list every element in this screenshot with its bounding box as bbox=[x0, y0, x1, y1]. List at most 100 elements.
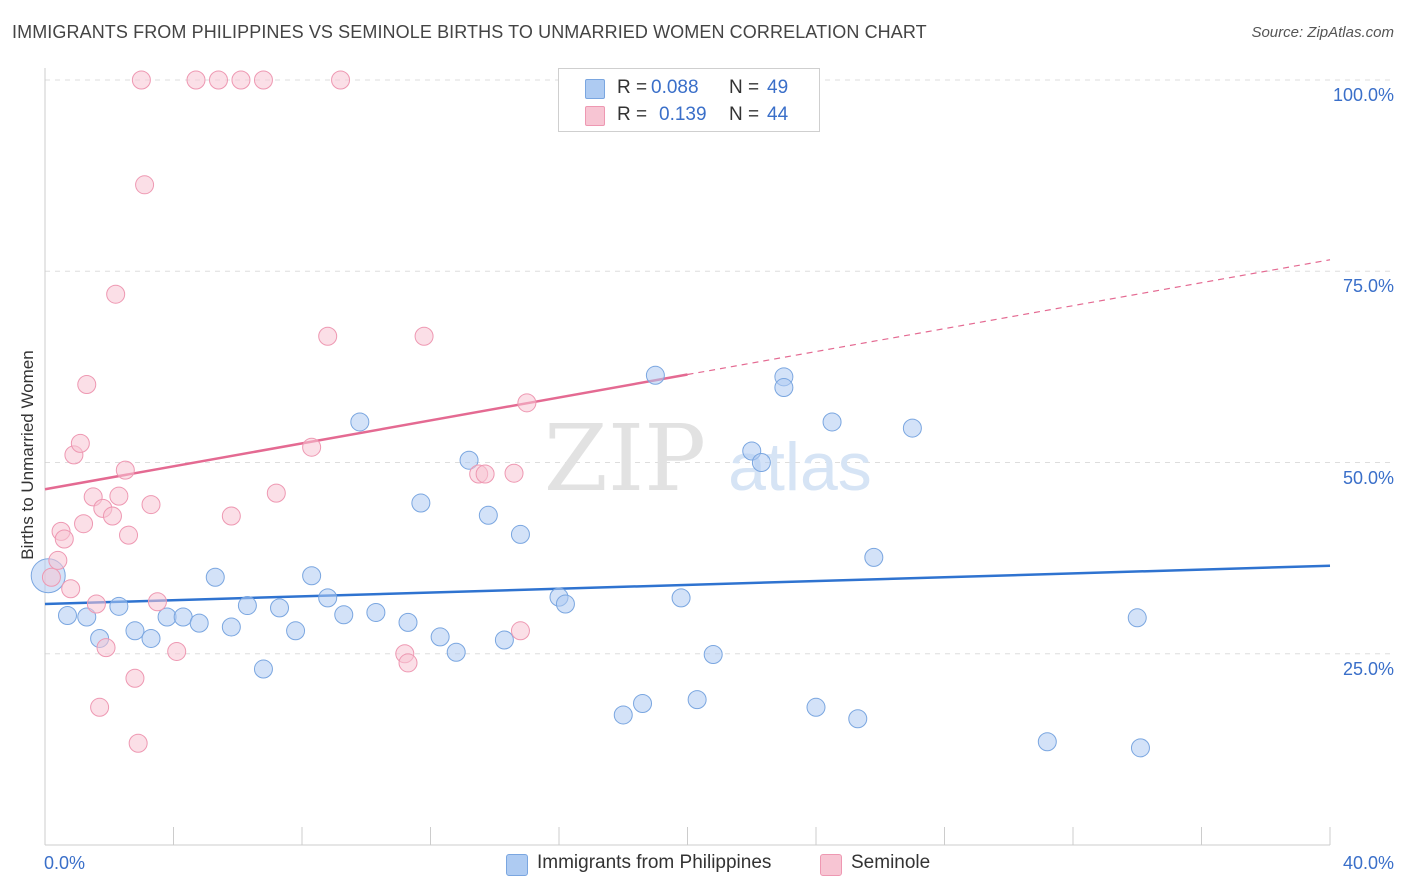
scatter-point bbox=[41, 567, 61, 587]
scatter-points bbox=[30, 70, 1150, 758]
scatter-point bbox=[613, 705, 633, 725]
scatter-point bbox=[398, 653, 418, 673]
scatter-point bbox=[253, 659, 273, 679]
watermark: ZIP atlas bbox=[544, 405, 872, 512]
scatter-point bbox=[141, 495, 161, 515]
y-tick-label: 75.0% bbox=[1342, 276, 1394, 297]
scatter-point bbox=[61, 579, 81, 599]
y-tick-label: 50.0% bbox=[1342, 467, 1394, 488]
scatter-point bbox=[231, 70, 251, 90]
legend-n-label: N = bbox=[729, 104, 760, 125]
scatter-point bbox=[555, 594, 575, 614]
legend-row-seminole: R = 0.139 N = 44 bbox=[559, 102, 819, 128]
x-tick-label-min: 0.0% bbox=[44, 853, 86, 873]
scatter-point bbox=[494, 630, 514, 650]
bottom-legend-label-philippines: Immigrants from Philippines bbox=[537, 852, 772, 873]
scatter-point bbox=[205, 567, 225, 587]
scatter-point bbox=[806, 697, 826, 717]
scatter-point bbox=[504, 463, 524, 483]
scatter-point bbox=[334, 605, 354, 625]
scatter-point bbox=[189, 613, 209, 633]
scatter-point bbox=[253, 70, 273, 90]
scatter-point bbox=[510, 621, 530, 641]
watermark-zip: ZIP bbox=[544, 405, 706, 512]
scatter-point bbox=[141, 628, 161, 648]
scatter-point bbox=[157, 607, 177, 627]
scatter-point bbox=[77, 607, 97, 627]
scatter-point bbox=[645, 365, 665, 385]
scatter-point bbox=[109, 486, 129, 506]
legend-n-value: 44 bbox=[767, 104, 789, 125]
scatter-point bbox=[446, 642, 466, 662]
scatter-point bbox=[751, 453, 771, 472]
scatter-point bbox=[411, 493, 431, 513]
legend-swatch-philippines bbox=[585, 79, 605, 99]
scatter-point bbox=[1037, 732, 1057, 752]
scatter-point bbox=[106, 284, 126, 304]
scatter-point bbox=[131, 70, 151, 90]
scatter-point bbox=[414, 326, 434, 346]
scatter-point bbox=[221, 617, 241, 637]
scatter-point bbox=[125, 668, 145, 688]
trend-line bbox=[44, 373, 688, 491]
scatter-point bbox=[119, 525, 139, 545]
scatter-point bbox=[350, 412, 370, 432]
scatter-point bbox=[822, 412, 842, 432]
scatter-point bbox=[864, 547, 884, 567]
scatter-point bbox=[173, 607, 193, 627]
scatter-point bbox=[270, 598, 290, 618]
legend-n-label: N = bbox=[729, 77, 760, 98]
scatter-point bbox=[902, 418, 922, 438]
scatter-point bbox=[266, 483, 286, 503]
scatter-point bbox=[517, 393, 537, 413]
grid-lines bbox=[45, 79, 1395, 655]
legend-r-value: 0.088 bbox=[651, 77, 699, 98]
scatter-point bbox=[774, 378, 794, 398]
bottom-legend-label-seminole: Seminole bbox=[851, 852, 931, 873]
legend-swatch-seminole bbox=[585, 106, 605, 126]
scatter-point bbox=[475, 464, 495, 484]
scatter-point bbox=[57, 606, 77, 625]
scatter-point bbox=[90, 697, 110, 717]
scatter-point bbox=[70, 433, 90, 453]
chart-title: IMMIGRANTS FROM PHILIPPINES VS SEMINOLE … bbox=[12, 22, 927, 42]
scatter-point bbox=[318, 588, 338, 608]
scatter-point bbox=[510, 524, 530, 544]
scatter-point bbox=[135, 175, 155, 195]
scatter-point bbox=[77, 374, 97, 394]
y-axis-label: Births to Unmarried Women bbox=[18, 350, 37, 560]
scatter-point bbox=[398, 612, 418, 632]
scatter-point bbox=[331, 70, 351, 90]
scatter-point bbox=[109, 596, 129, 616]
scatter-point bbox=[54, 529, 74, 549]
scatter-point bbox=[302, 437, 322, 457]
scatter-point bbox=[186, 70, 206, 90]
bottom-legend-swatch-philippines bbox=[506, 854, 528, 876]
legend-r-label: R = bbox=[617, 77, 648, 98]
trend-lines bbox=[44, 259, 1331, 606]
legend-row-philippines: R = 0.088 N = 49 bbox=[559, 75, 819, 101]
watermark-atlas: atlas bbox=[728, 429, 872, 505]
source-label: Source: ZipAtlas.com bbox=[1251, 24, 1394, 41]
legend-r-label: R = bbox=[617, 104, 648, 125]
scatter-point bbox=[687, 690, 707, 710]
x-tick-label-max: 40.0% bbox=[1342, 853, 1394, 873]
y-tick-label: 100.0% bbox=[1332, 85, 1394, 105]
scatter-point bbox=[1130, 738, 1150, 758]
correlation-legend: R = 0.088 N = 49 R = 0.139 N = 44 bbox=[558, 68, 820, 132]
axes bbox=[44, 68, 1331, 846]
scatter-point bbox=[366, 602, 386, 622]
scatter-point bbox=[237, 596, 257, 616]
scatter-point bbox=[221, 506, 241, 526]
scatter-point bbox=[115, 460, 135, 480]
scatter-point bbox=[208, 70, 228, 90]
scatter-point bbox=[125, 621, 145, 641]
scatter-point bbox=[430, 627, 450, 647]
scatter-point bbox=[459, 450, 479, 470]
scatter-point bbox=[102, 506, 122, 526]
legend-n-value: 49 bbox=[767, 77, 789, 98]
scatter-point bbox=[848, 709, 868, 729]
scatter-point bbox=[633, 693, 653, 713]
scatter-point bbox=[302, 566, 322, 586]
y-tick-label: 25.0% bbox=[1342, 658, 1394, 679]
